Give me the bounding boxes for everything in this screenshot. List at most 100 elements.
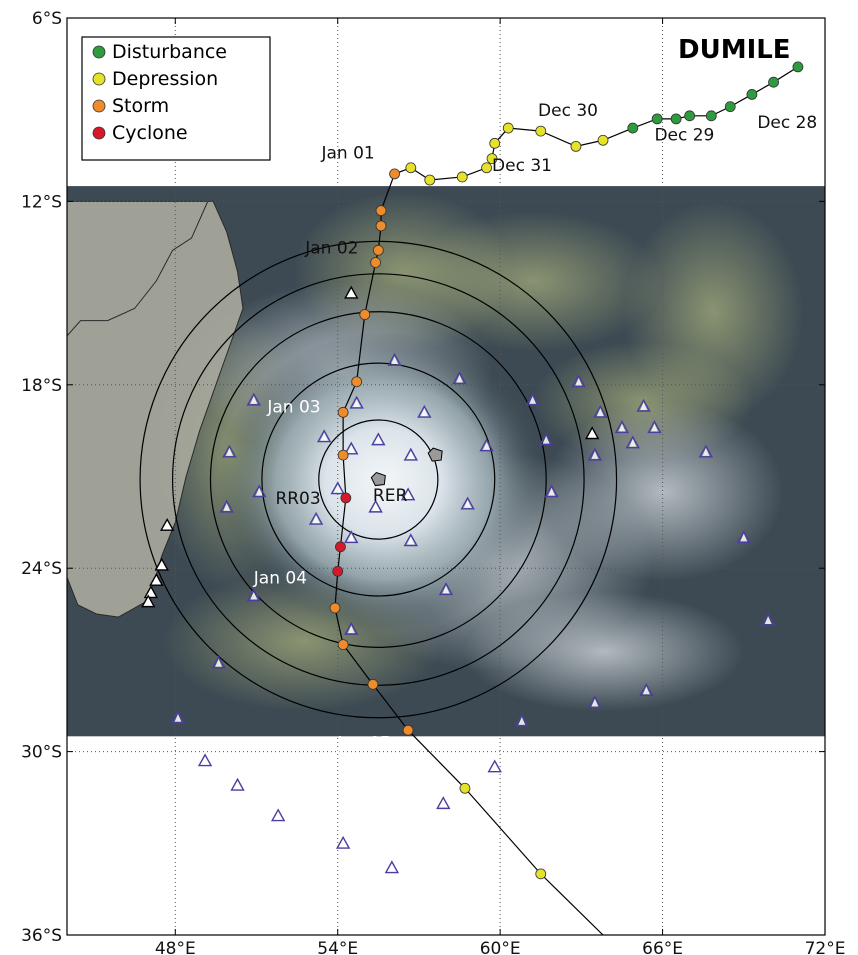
triangle-marker [614,420,630,434]
track-point-depression [597,134,609,146]
grid-lines [67,18,825,935]
madagascar-land [67,200,244,618]
triangle-marker [387,352,402,366]
triangle-marker [438,582,454,596]
legend-marker-storm [92,99,106,113]
triangle-marker-fill [347,444,355,453]
triangle-marker [698,444,714,458]
triangle-marker [344,621,359,635]
legend-label-depression: Depression [112,68,218,90]
triangle-marker [636,398,651,412]
triangle-marker [335,835,351,849]
axis-ticks: 48°E 54°E 60°E 66°E 72°E 6°S 12°S 18°S 24°S 30°S 3… [21,9,845,955]
triangle-marker-fill [456,374,464,383]
triangle-marker [344,285,359,299]
triangle-marker-fill [404,490,412,499]
track-point-depression [489,137,501,149]
track-point-disturbance [651,113,663,125]
triangle-marker-fill [225,448,233,456]
triangle-marker-fill [250,591,258,600]
triangle-marker-fill [518,717,526,725]
y-tick-label: 36°S [21,926,62,946]
cloud-band [543,401,784,582]
triangle-marker [514,713,529,727]
track-labels: Dec 28 Dec 29 Dec 30 Dec 31 Jan 01 Jan 02 Jan … [253,101,817,754]
track-point-storm [337,639,349,651]
triangle-marker-fill [255,487,263,496]
legend-marker-depression [92,72,106,86]
triangle-marker-fill [347,625,355,634]
triangle-marker-fill [312,515,320,524]
track-point-storm [375,205,387,216]
triangle-marker-fill [702,448,710,456]
track-point-storm [337,449,349,461]
triangle-marker-fill [650,423,658,432]
triangle-marker-fill [407,536,415,545]
triangle-marker [149,572,164,586]
track-point-cyclone [332,565,344,577]
track-point-disturbance [768,76,779,88]
map-title: DUMILE [678,35,791,65]
track-point-cyclone [335,541,346,553]
triangle-marker [344,441,359,455]
triangle-marker [371,432,386,446]
triangle-marker [760,612,776,626]
triangle-marker [403,533,418,547]
observation-triangles [141,285,776,874]
triangle-marker-fill [234,781,242,790]
x-tick-label: 54°E [317,939,358,955]
legend-label-storm: Storm [112,95,169,117]
track-point-disturbance [705,110,717,122]
track-point-depression [502,122,514,134]
triangle-marker-fill [529,396,537,404]
track-point-disturbance [724,101,736,113]
triangle-marker-fill [491,762,499,771]
triangle-marker [330,481,345,495]
legend-label-disturbance: Disturbance [112,41,227,63]
triangle-marker [141,594,156,608]
triangle-marker-fill [420,408,428,417]
track-point-storm [370,257,382,268]
date-label: Jan 01 [320,144,374,164]
legend-label-cyclone: Cyclone [112,122,188,144]
triangle-marker-fill [334,484,342,493]
triangle-marker-fill [442,585,450,594]
date-label: Dec 30 [538,101,598,121]
triangle-marker-fill [591,698,599,707]
y-tick-label: 18°S [21,376,62,396]
triangle-marker [246,392,261,406]
legend-marker-cyclone [92,126,106,140]
track-point-disturbance [670,113,682,125]
track-point-depression [456,171,468,183]
triangle-marker-fill [764,616,772,624]
triangle-marker [400,487,416,501]
triangle-marker-fill [642,686,650,695]
x-tick-label: 72°E [805,939,846,955]
track-point-depression [481,162,493,174]
track-point-depression [424,174,436,186]
triangle-marker-fill [740,533,748,542]
triangle-marker [230,777,245,791]
date-label: Dec 29 [654,125,714,145]
station-label-rer: RER [373,486,408,506]
triangle-marker-fill [591,451,599,459]
range-circle [261,362,496,597]
track-point-storm [367,678,379,690]
range-circle [171,273,585,686]
triangle-marker [154,557,169,571]
triangle-marker [308,511,324,525]
triangle-marker [170,710,186,724]
y-tick-label: 12°S [21,192,62,212]
triangle-marker [222,444,237,458]
triangle-marker [368,499,383,513]
track-point-storm [329,602,341,614]
triangle-marker [584,426,600,440]
track-point-disturbance [627,122,639,134]
track-point-disturbance [684,110,696,122]
triangle-marker [571,374,586,388]
triangle-marker [736,530,751,544]
track-point-storm [402,724,414,736]
triangle-marker [593,404,608,418]
track-point-storm [337,406,349,418]
